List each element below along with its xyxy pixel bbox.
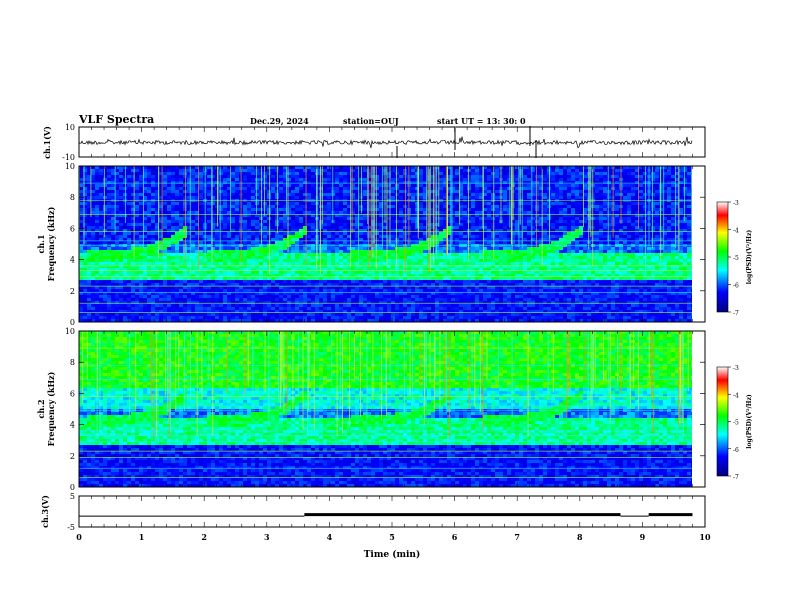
ch3-ylabel: ch.3(V) <box>40 495 50 528</box>
x-tick-label: 0 <box>76 532 82 542</box>
ch1-tick-label: -10 <box>62 153 75 162</box>
ch2-colorbar-tick-label: -5 <box>733 420 739 427</box>
ch1-spectrogram-tick-label: 10 <box>65 162 75 171</box>
ch1-colorbar: -3 -4 -5 -6 -7 log(PSD)(V²/Hz) <box>716 200 753 317</box>
ch1-colorbar-tick-label: -6 <box>733 283 739 290</box>
ch1-colorbar-tick-label: -4 <box>733 228 739 235</box>
ch1-spectrogram-channel-label: ch.1 <box>36 234 46 253</box>
ch1-spectrogram-panel: 0 2 4 6 8 10 ch.1 Frequency (kHz) <box>36 162 706 327</box>
time-axis: 0 1 2 3 4 5 6 7 8 9 10 Time (min) <box>76 532 711 560</box>
ch2-colorbar-tick-label: -6 <box>733 447 739 454</box>
ch1-spectrogram-vlines <box>79 166 692 276</box>
ch2-spectrogram-tick-label: 4 <box>70 421 75 430</box>
ch2-spectrogram-cells <box>79 331 695 487</box>
ch1-spectrogram-tick-label: 0 <box>70 318 75 327</box>
x-tick-label: 3 <box>264 532 270 542</box>
ch1-colorbar-tick-label: -5 <box>733 255 739 262</box>
ch2-spectrogram-channel-label: ch.2 <box>36 399 46 418</box>
ch1-spectrogram-cells <box>79 166 695 322</box>
start-time-label: start UT = 13: 30: 0 <box>437 116 526 126</box>
ch2-spectrogram-tick-label: 0 <box>70 483 75 492</box>
ch2-spectrogram-tick-label: 2 <box>70 452 75 461</box>
x-tick-label: 1 <box>139 532 145 542</box>
ch1-colorbar-tick-label: -3 <box>733 200 739 207</box>
x-tick-label: 2 <box>201 532 207 542</box>
x-tick-label: 5 <box>389 532 395 542</box>
ch1-tick-label: 10 <box>65 123 75 132</box>
ch3-signal-panel: 5 -5 ch.3(V) <box>40 492 706 532</box>
x-tick-label: 6 <box>452 532 458 542</box>
ch2-spectrogram-tick-label: 6 <box>70 389 75 398</box>
ch1-colorbar-gradient <box>716 201 729 313</box>
ch1-spectrogram-tick-label: 2 <box>70 287 75 296</box>
ch2-spectrogram-panel: 0 2 4 6 8 10 ch.2 Frequency (kHz) <box>36 327 706 492</box>
ch1-spectrogram-hlines <box>79 182 692 313</box>
x-tick-label: 7 <box>514 532 520 542</box>
ch1-colorbar-label: log(PSD)(V²/Hz) <box>746 230 753 285</box>
ch1-waveform-trace <box>78 136 693 149</box>
ch2-colorbar-gradient <box>716 366 729 477</box>
ch1-ylabel: ch.1(V) <box>42 126 52 159</box>
ch1-spectrogram-tick-label: 8 <box>70 193 75 202</box>
x-tick-label: 8 <box>577 532 583 542</box>
ch3-tick-label: -5 <box>67 523 75 532</box>
ch2-colorbar-tick-label: -7 <box>733 474 739 481</box>
x-tick-label: 9 <box>640 532 646 542</box>
ch2-colorbar-tick-label: -3 <box>733 365 739 372</box>
ch2-spectrogram-tick-label: 10 <box>65 327 75 336</box>
x-tick-label: 4 <box>327 532 333 542</box>
ch1-spectrogram-tick-label: 4 <box>70 256 75 265</box>
ch1-colorbar-tick-label: -7 <box>733 310 739 317</box>
x-axis-label: Time (min) <box>364 549 421 560</box>
ch1-spectrogram-ylabel: Frequency (kHz) <box>46 206 56 281</box>
chart-title: VLF Spectra <box>79 113 155 126</box>
ch2-spectrogram-tick-label: 8 <box>70 358 75 367</box>
ch1-waveform-panel: 10 -10 ch.1(V) <box>42 123 706 162</box>
x-tick-label: 10 <box>699 532 711 542</box>
ch2-spectrogram-ylabel: Frequency (kHz) <box>46 371 56 446</box>
ch3-tick-label: 5 <box>70 492 75 501</box>
station-label: station=OUJ <box>343 116 399 126</box>
ch2-colorbar-label: log(PSD)(V²/Hz) <box>746 394 753 449</box>
ch2-spectrogram-vlines <box>78 331 689 440</box>
ch2-colorbar: -3 -4 -5 -6 -7 log(PSD)(V²/Hz) <box>716 365 753 481</box>
ch2-colorbar-tick-label: -4 <box>733 392 739 399</box>
date-label: Dec.29, 2024 <box>250 116 309 126</box>
ch1-spectrogram-tick-label: 6 <box>70 224 75 233</box>
